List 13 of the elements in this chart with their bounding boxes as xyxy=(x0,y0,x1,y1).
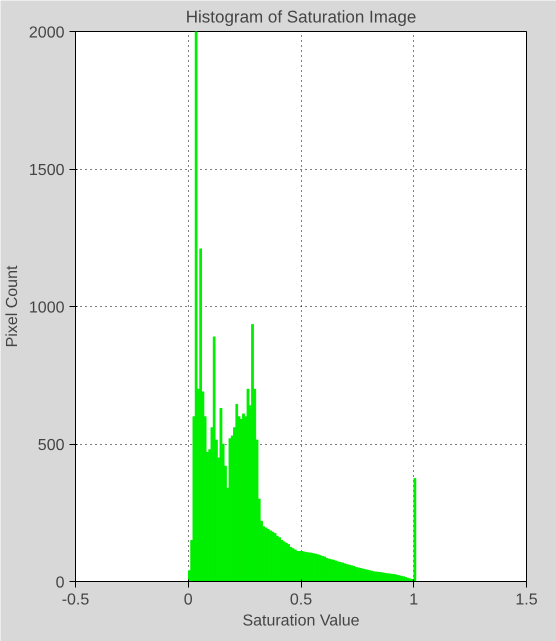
chart-title: Histogram of Saturation Image xyxy=(186,8,416,26)
y-tick-label: 1500 xyxy=(28,162,65,179)
x-tick-label: -0.5 xyxy=(62,592,90,608)
x-tick-label: 0 xyxy=(184,592,193,608)
x-tick-label: 0.5 xyxy=(290,592,312,608)
y-tick-label: 0 xyxy=(56,574,65,592)
y-axis-title: Pixel Count xyxy=(4,265,21,348)
x-axis-title: Saturation Value xyxy=(242,612,360,630)
x-tick-label: 1.5 xyxy=(515,592,538,608)
y-tick-label: 1000 xyxy=(28,300,65,316)
x-tick-label: 1 xyxy=(409,592,418,608)
y-tick-label: 2000 xyxy=(28,24,65,42)
y-tick-label: 500 xyxy=(38,437,65,454)
